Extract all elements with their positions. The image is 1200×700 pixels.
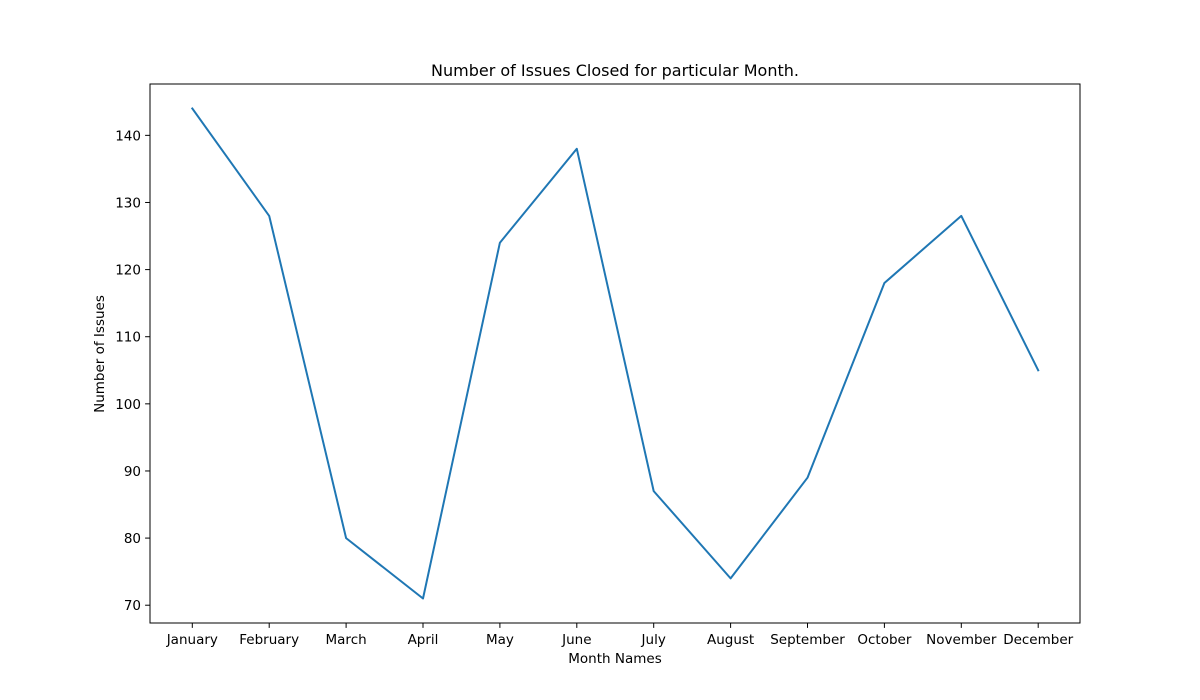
data-point — [268, 215, 270, 217]
data-point — [653, 490, 655, 492]
x-axis-label: Month Names — [568, 651, 661, 667]
data-point — [191, 108, 193, 110]
series-layer — [190, 107, 1040, 600]
x-tick-label: April — [408, 632, 439, 648]
data-point — [730, 577, 732, 579]
x-tick-label: December — [1003, 632, 1073, 648]
x-tick-label: January — [166, 632, 218, 648]
x-tick-label: March — [326, 632, 367, 648]
plot-area — [149, 83, 1081, 624]
y-axis-label: Number of Issues — [92, 295, 108, 413]
data-point — [807, 477, 809, 479]
data-point — [883, 282, 885, 284]
y-tick-label: 110 — [115, 330, 141, 346]
y-tick-label: 70 — [124, 598, 141, 614]
x-tick-label: September — [770, 632, 845, 648]
x-tick-label: May — [486, 632, 514, 648]
y-tick-label: 100 — [115, 397, 141, 413]
y-tick-label: 120 — [115, 263, 141, 279]
x-axis: January February March April May June July Augu… — [166, 623, 1074, 648]
x-tick-label: October — [857, 632, 911, 648]
data-point — [1037, 369, 1039, 371]
x-tick-label: August — [707, 632, 754, 648]
chart-title: Number of Issues Closed for particular M… — [431, 61, 799, 80]
data-point — [960, 215, 962, 217]
y-tick-label: 140 — [115, 128, 141, 144]
data-point — [576, 148, 578, 150]
x-tick-label: June — [561, 632, 591, 648]
x-tick-label: February — [239, 632, 299, 648]
y-tick-label: 90 — [124, 464, 141, 480]
series-line — [190, 107, 1040, 600]
y-tick-label: 130 — [115, 195, 141, 211]
data-point — [422, 598, 424, 600]
data-point — [345, 537, 347, 539]
y-tick-label: 80 — [124, 531, 141, 547]
x-tick-label: July — [641, 632, 666, 648]
data-point — [499, 242, 501, 244]
y-axis: 70 80 90 100 110 120 130 140 — [115, 128, 150, 614]
x-tick-label: November — [926, 632, 997, 648]
